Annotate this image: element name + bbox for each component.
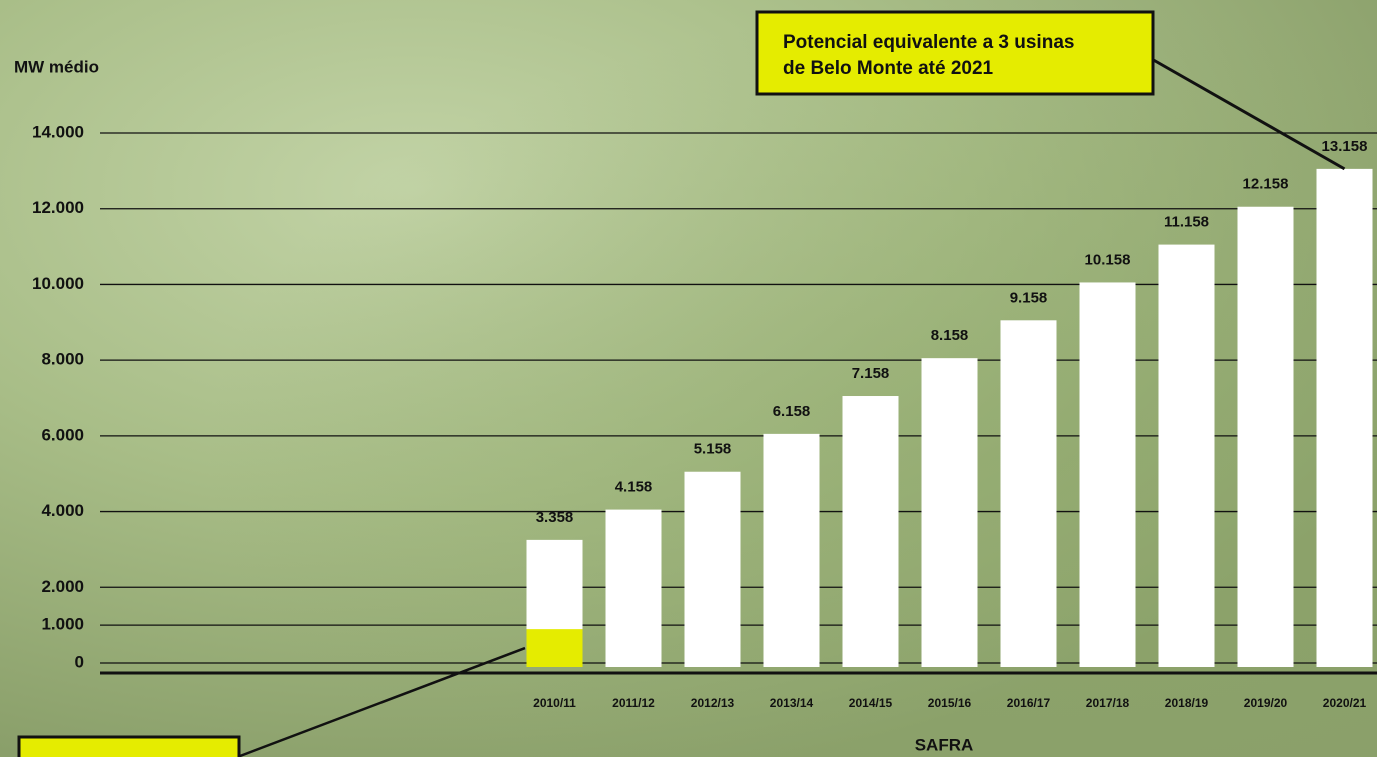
bar xyxy=(685,472,741,667)
value-label: 6.158 xyxy=(773,403,811,420)
value-label: 5.158 xyxy=(694,441,732,458)
y-tick-label: 10.000 xyxy=(32,274,84,293)
y-tick-label: 2.000 xyxy=(41,577,84,596)
x-tick-label: 2017/18 xyxy=(1086,696,1130,710)
y-tick-label: 0 xyxy=(75,652,84,671)
y-tick-label: 4.000 xyxy=(41,501,84,520)
x-tick-label: 2018/19 xyxy=(1165,696,1209,710)
x-tick-label: 2012/13 xyxy=(691,696,735,710)
bar xyxy=(1159,245,1215,667)
callout-box xyxy=(19,737,239,757)
value-label: 9.158 xyxy=(1010,289,1048,306)
annotation-text: Potencial equivalente a 3 usinas xyxy=(783,32,1074,53)
value-label: 7.158 xyxy=(852,365,890,382)
value-label: 4.158 xyxy=(615,479,653,496)
x-tick-label: 2020/21 xyxy=(1323,696,1367,710)
chart: MW médio SAFRA 0 1.000 2.000 4.000 6.000 8.00… xyxy=(0,0,1377,757)
bar xyxy=(764,434,820,667)
bar xyxy=(843,396,899,667)
bar xyxy=(1080,282,1136,667)
bar xyxy=(922,358,978,667)
x-tick-label: 2010/11 xyxy=(533,696,576,710)
value-label: 3.358 xyxy=(536,509,574,526)
x-tick-label: 2014/15 xyxy=(849,696,893,710)
x-tick-label: 2011/12 xyxy=(612,696,655,710)
y-tick-label: 1.000 xyxy=(41,615,84,634)
bar xyxy=(527,629,583,667)
bar xyxy=(1317,169,1373,667)
x-tick-label: 2015/16 xyxy=(928,696,972,710)
x-tick-label: 2016/17 xyxy=(1007,696,1051,710)
page: MW médio SAFRA 0 1.000 2.000 4.000 6.000 8.00… xyxy=(0,0,1377,757)
y-tick-label: 6.000 xyxy=(41,425,84,444)
bar xyxy=(606,510,662,667)
x-axis-label: SAFRA xyxy=(915,735,974,754)
x-tick-label: 2013/14 xyxy=(770,696,814,710)
bar xyxy=(1001,320,1057,667)
y-tick-label: 14.000 xyxy=(32,122,84,141)
value-label: 11.158 xyxy=(1164,214,1209,231)
y-tick-label: 12.000 xyxy=(32,198,84,217)
value-label: 13.158 xyxy=(1322,138,1368,155)
y-tick-label: 8.000 xyxy=(41,350,84,369)
value-label: 12.158 xyxy=(1243,176,1289,193)
value-label: 8.158 xyxy=(931,327,969,344)
annotation-text: de Belo Monte até 2021 xyxy=(783,58,994,79)
y-axis-label: MW médio xyxy=(14,57,99,76)
x-tick-label: 2019/20 xyxy=(1244,696,1288,710)
value-label: 10.158 xyxy=(1085,251,1131,268)
bar xyxy=(1238,207,1294,667)
